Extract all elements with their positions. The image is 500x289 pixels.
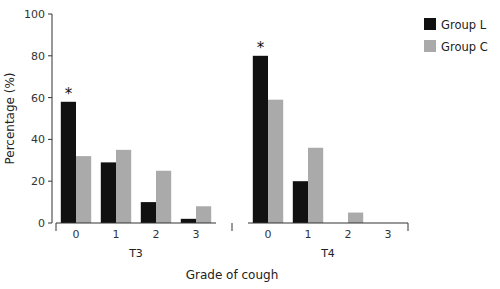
legend-swatch bbox=[424, 18, 436, 30]
group-label: T4 bbox=[320, 247, 335, 260]
bar bbox=[196, 206, 211, 223]
bar bbox=[308, 148, 323, 223]
y-tick-label: 20 bbox=[31, 175, 45, 188]
bar bbox=[61, 102, 76, 223]
x-tick-label: 3 bbox=[385, 228, 392, 241]
bar bbox=[253, 56, 268, 223]
x-tick-label: 3 bbox=[193, 228, 200, 241]
chart: 0 20 40 60 80 100 Percentage (%) T3 T4 0 1 2 3 0 1 2 3 Gr… bbox=[0, 0, 500, 289]
y-tick-label: 100 bbox=[24, 8, 45, 21]
y-axis-line bbox=[52, 14, 53, 223]
group-separator bbox=[232, 223, 233, 231]
legend-label: Group C bbox=[441, 40, 488, 54]
x-tick-label: 1 bbox=[305, 228, 312, 241]
bars bbox=[61, 56, 363, 223]
y-tick bbox=[48, 223, 52, 224]
legend-label: Group L bbox=[441, 18, 487, 32]
y-tick bbox=[48, 14, 52, 15]
y-tick bbox=[48, 55, 52, 56]
bar bbox=[141, 202, 156, 223]
x-tick-label: 1 bbox=[113, 228, 120, 241]
x-axis-line bbox=[56, 223, 216, 224]
annotation: * bbox=[65, 85, 73, 103]
x-axis-line bbox=[248, 223, 408, 224]
y-tick-label: 60 bbox=[31, 92, 45, 105]
legend-swatch bbox=[424, 40, 436, 52]
legend: Group L Group C bbox=[424, 18, 488, 54]
bar bbox=[116, 150, 131, 223]
x-tick-label: 2 bbox=[153, 228, 160, 241]
y-tick-label: 40 bbox=[31, 133, 45, 146]
x-tick-label: 0 bbox=[73, 228, 80, 241]
x-tick-label: 0 bbox=[265, 228, 272, 241]
y-tick-label: 80 bbox=[31, 50, 45, 63]
bar bbox=[156, 171, 171, 223]
y-tick bbox=[48, 97, 52, 98]
x-axis: T3 T4 0 1 2 3 0 1 2 3 bbox=[56, 223, 408, 260]
bar bbox=[181, 219, 196, 223]
y-tick-label: 0 bbox=[38, 217, 45, 230]
group-separator bbox=[56, 223, 57, 231]
group-separator bbox=[408, 223, 409, 231]
y-axis-label: Percentage (%) bbox=[3, 72, 17, 164]
y-tick bbox=[48, 181, 52, 182]
bar bbox=[268, 100, 283, 223]
group-label: T3 bbox=[128, 247, 143, 260]
x-tick-label: 2 bbox=[345, 228, 352, 241]
y-axis: 0 20 40 60 80 100 bbox=[24, 8, 52, 230]
bar bbox=[101, 162, 116, 223]
bar bbox=[76, 156, 91, 223]
x-axis-label: Grade of cough bbox=[186, 268, 279, 282]
bar bbox=[348, 213, 363, 223]
y-tick bbox=[48, 139, 52, 140]
annotation: * bbox=[257, 39, 265, 57]
bar bbox=[293, 181, 308, 223]
